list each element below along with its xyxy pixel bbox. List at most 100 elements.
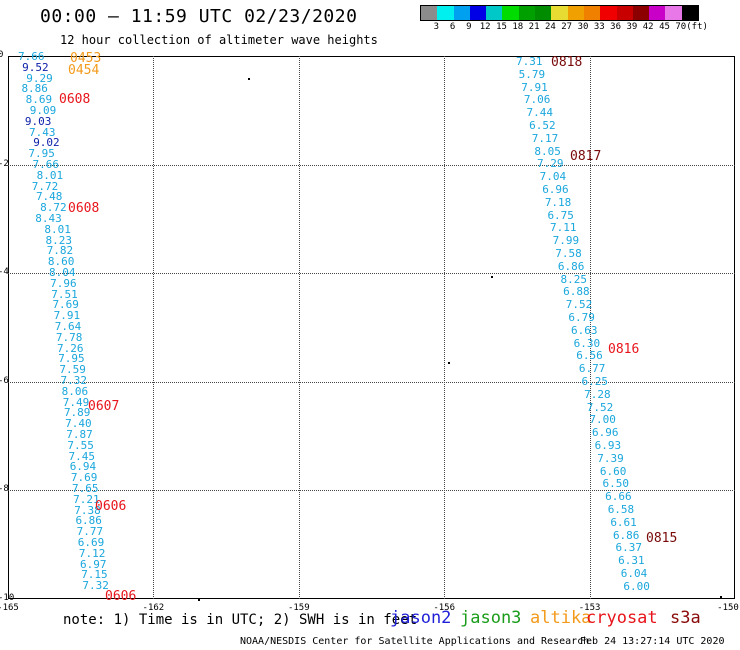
wave-height-value: 7.55 [67, 438, 94, 452]
latitude-tick-label: -10 [0, 593, 15, 603]
wave-height-value: 7.51 [51, 287, 78, 301]
wave-height-value: 7.95 [28, 147, 55, 161]
color-swatch [453, 6, 470, 20]
wave-height-value: 9.52 [22, 60, 49, 74]
wave-height-value: 6.93 [594, 439, 622, 452]
wave-height-value: 6.50 [602, 477, 629, 491]
longitude-tick-label: -150 [717, 603, 739, 613]
wave-height-value: 7.66 [18, 50, 45, 63]
generated-date: Feb 24 13:27:14 UTC 2020 [580, 636, 725, 647]
wave-height-value: 7.29 [536, 157, 564, 171]
wave-height-value: 8.60 [47, 255, 75, 269]
wave-height-value: 9.29 [26, 71, 53, 85]
wave-height-value: 7.59 [59, 363, 86, 377]
wave-height-value: 6.86 [612, 528, 640, 542]
latitude-tick-label: -6 [0, 375, 9, 386]
color-scale-label: 70 [675, 22, 687, 32]
parallel-gridline [8, 273, 735, 275]
wave-height-value: 7.43 [29, 125, 56, 139]
wave-height-value: 6.86 [557, 259, 585, 273]
color-swatch [535, 6, 552, 20]
longitude-tick-label: -153 [578, 603, 601, 613]
parallel-gridline [8, 381, 735, 383]
color-scale-label: 45 [659, 22, 670, 32]
island-marker [198, 599, 200, 601]
wave-height-value: 6.00 [623, 579, 650, 593]
meridian-gridline [298, 56, 300, 599]
legend-jason2: jason2 [390, 608, 452, 628]
wave-height-value: 8.25 [560, 272, 588, 286]
wave-height-value: 7.78 [55, 330, 83, 344]
color-scale-label: 24 [544, 22, 556, 32]
wave-height-value: 7.69 [52, 298, 79, 312]
color-scale-label: 9 [466, 22, 472, 32]
wave-height-value: 9.03 [24, 114, 52, 128]
wave-height-value: 7.52 [565, 298, 593, 312]
wave-height-value: 5.79 [518, 67, 546, 81]
wave-height-value: 7.12 [78, 546, 106, 560]
wave-height-value: 6.86 [75, 514, 102, 528]
legend-jason3: jason3 [460, 608, 522, 628]
color-scale-label: 39 [626, 22, 638, 32]
color-scale [420, 5, 700, 21]
wave-height-value: 6.30 [573, 336, 601, 350]
latitude-tick-label: -2 [0, 158, 9, 169]
color-swatch [600, 6, 617, 20]
wave-height-value: 6.96 [591, 426, 619, 440]
wave-height-value: 7.26 [57, 341, 84, 355]
wave-height-value: 7.31 [516, 55, 543, 68]
color-scale-label: 18 [512, 22, 524, 32]
wave-height-value: 7.52 [586, 400, 614, 414]
wave-height-value: 7.96 [50, 276, 77, 290]
wave-height-value: 7.72 [31, 179, 59, 193]
pass-time-label: 0454 [68, 63, 100, 78]
wave-height-value: 6.25 [581, 375, 609, 388]
latitude-tick-label: -4 [0, 267, 9, 278]
wave-height-value: 6.37 [615, 541, 643, 555]
color-scale-labels: 3 6 9 12 15 18 21 24 27 30 33 36 39 42 45 70 (ft) [420, 22, 740, 34]
island-marker [448, 362, 450, 364]
wave-height-value: 7.40 [65, 417, 92, 431]
wave-height-value: 7.64 [54, 320, 82, 333]
latitude-tick-label: 0 [0, 50, 4, 60]
wave-height-value: 7.06 [523, 93, 551, 107]
meridian-gridline [153, 56, 155, 599]
wave-height-value: 6.60 [599, 464, 627, 478]
wave-height-value: 7.44 [526, 106, 553, 120]
wave-height-value: 7.58 [555, 247, 582, 260]
wave-height-value: 7.48 [35, 190, 63, 204]
credit-line: NOAA/NESDIS Center for Satellite Applica… [240, 636, 590, 647]
longitude-tick-label: -156 [433, 603, 456, 613]
latitude-tick-label: -8 [0, 484, 9, 495]
color-swatch [632, 6, 650, 20]
color-swatch [421, 6, 438, 20]
island-marker [720, 596, 722, 598]
wave-height-value: 7.69 [70, 471, 98, 485]
color-swatch [551, 6, 568, 20]
color-scale-label: 15 [496, 22, 507, 32]
wave-height-value: 7.66 [32, 158, 60, 171]
pass-time-label: 0815 [646, 531, 678, 546]
page-subtitle: 12 hour collection of altimeter wave hei… [60, 33, 378, 47]
color-scale-label: 21 [528, 22, 540, 32]
color-swatch [583, 6, 601, 20]
wave-height-value: 7.45 [68, 449, 96, 463]
pass-time-label: 0816 [608, 342, 640, 357]
longitude-tick-label: -159 [287, 603, 310, 613]
wave-height-value: 8.05 [534, 144, 561, 158]
legend-cryosat: cryosat [586, 608, 658, 628]
wave-height-value: 7.91 [521, 80, 548, 94]
wave-height-value: 6.88 [563, 285, 590, 299]
wave-height-value: 6.77 [578, 362, 606, 376]
color-scale-label: 3 [433, 22, 440, 32]
meridian-gridline [589, 56, 591, 599]
wave-height-value: 6.63 [571, 323, 598, 337]
color-scale-label: 33 [593, 22, 605, 32]
wave-height-value: 6.66 [605, 490, 632, 504]
wave-height-value: 8.72 [40, 201, 67, 215]
wave-height-value: 6.56 [576, 349, 603, 363]
color-swatch [567, 6, 584, 20]
wave-height-value: 7.32 [60, 374, 88, 387]
wave-height-map: 7.66 9.52 9.29 8.86 8.69 9.09 9.03 7.43 9.02 7.95… [8, 51, 735, 603]
wave-height-value: 7.99 [552, 234, 580, 248]
